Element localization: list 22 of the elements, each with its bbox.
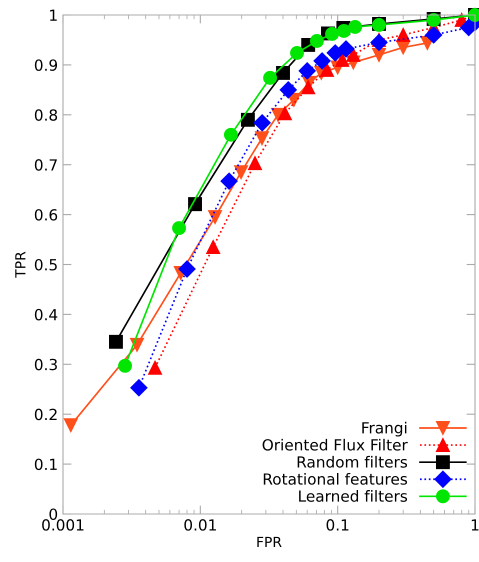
y-tick-label: 0.4 — [34, 308, 58, 320]
y-tick-label: 0.5 — [34, 258, 57, 271]
x-tick-label: 0.01 — [184, 519, 216, 531]
legend-label: Random filters — [298, 456, 408, 468]
y-tick-label: 0.8 — [34, 109, 58, 121]
y-tick-label: 0.9 — [34, 59, 58, 71]
y-tick-label: 0.1 — [34, 458, 57, 470]
y-tick-label: 0.2 — [34, 408, 57, 420]
legend-label: Oriented Flux Filter — [262, 438, 408, 451]
x-axis-title: FPR — [257, 536, 282, 547]
y-tick-label: 0.6 — [34, 209, 58, 221]
legend-label: Rotational features — [264, 472, 408, 485]
x-tick-label: 0.1 — [326, 519, 348, 531]
legend-label: Frangi — [362, 422, 406, 437]
x-tick-label: 1 — [472, 519, 478, 530]
y-tick-label: 0.7 — [34, 159, 57, 171]
x-tick-label: 0.001 — [42, 519, 84, 531]
y-tick-label: 1 — [50, 10, 57, 21]
y-tick-label: 0 — [49, 508, 58, 520]
y-axis-title: TPR — [15, 252, 26, 278]
y-tick-label: 0.3 — [34, 358, 57, 370]
legend-label: Learned filters — [299, 490, 408, 502]
